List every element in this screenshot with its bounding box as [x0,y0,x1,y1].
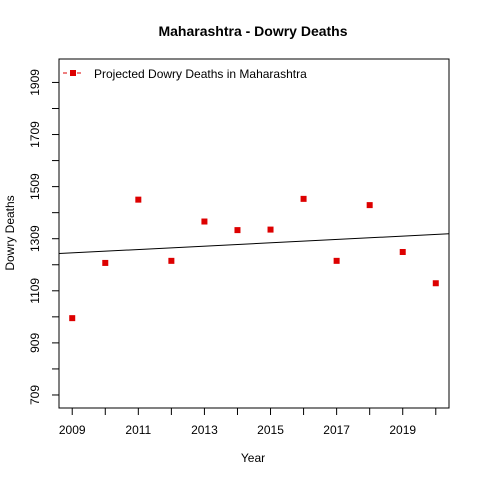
y-axis: 709 909 1109 1309 1509 1709 1909 [28,69,60,405]
data-point [102,259,109,266]
x-tick-label: 2015 [257,423,284,437]
data-point [333,257,340,264]
x-tick-label: 2017 [323,423,350,437]
data-point [135,196,142,203]
data-point [300,195,307,202]
data-point [267,226,274,233]
y-tick-label: 1909 [28,69,42,96]
x-tick-label: 2019 [389,423,416,437]
data-point [399,248,406,255]
x-axis-title: Year [241,451,265,465]
legend-label: Projected Dowry Deaths in Maharashtra [94,67,307,81]
data-point [366,202,373,209]
data-point [234,227,241,234]
x-tick-label: 2011 [125,423,151,437]
data-point [201,218,208,225]
x-tick-label: 2009 [59,423,86,437]
y-tick-label: 1109 [28,278,42,304]
data-point [69,315,76,322]
legend-marker [70,70,76,76]
y-tick-label: 709 [28,385,42,405]
trend-line-group [58,233,450,255]
plot-frame [58,58,450,409]
y-axis-title: Dowry Deaths [3,195,17,270]
data-point [168,257,175,264]
x-axis: 2009 2011 2013 2015 2017 2019 [59,407,437,437]
data-points [69,195,439,322]
x-tick-label: 2013 [191,423,218,437]
data-point [432,280,439,287]
trend-line [58,233,450,255]
legend: Projected Dowry Deaths in Maharashtra [63,67,307,81]
y-tick-label: 1309 [28,225,42,252]
y-tick-label: 909 [28,333,42,353]
y-tick-label: 1509 [28,173,42,200]
chart-title: Maharashtra - Dowry Deaths [158,23,347,39]
y-tick-label: 1709 [28,121,42,148]
